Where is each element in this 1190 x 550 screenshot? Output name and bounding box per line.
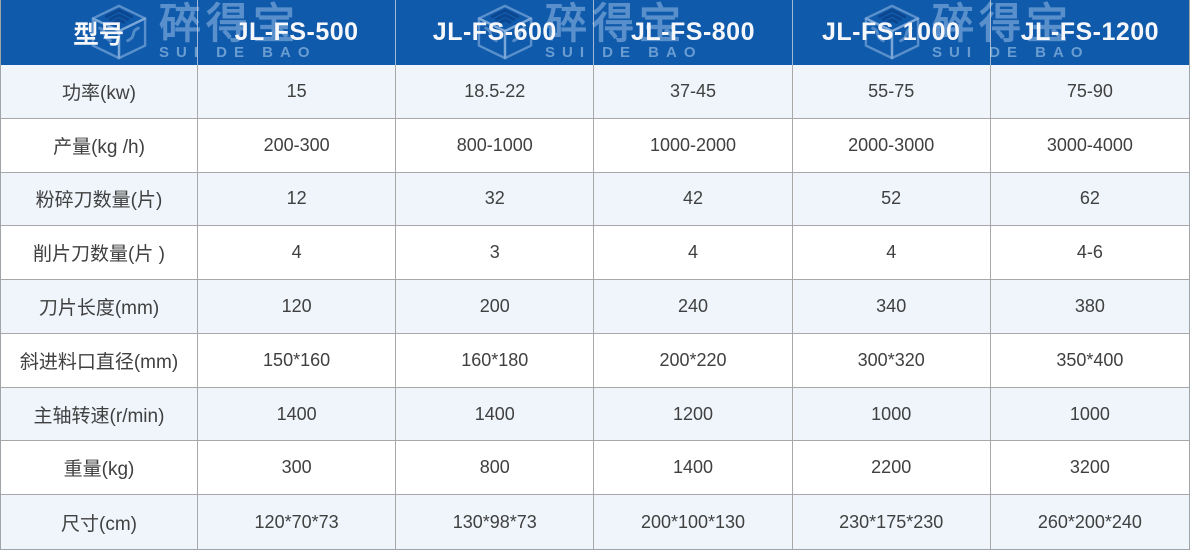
spec-value-cell: 4: [594, 226, 793, 281]
spec-value-cell: 200-300: [198, 118, 397, 173]
spec-value-cell: 3: [396, 226, 595, 281]
spec-value-cell: 3200: [990, 441, 1189, 496]
spec-value-cell: 120*70*73: [198, 495, 397, 549]
spec-value-cell: 1400: [198, 387, 397, 442]
spec-value-cell: 130*98*73: [396, 495, 595, 549]
spec-value-cell: 1000-2000: [594, 118, 793, 173]
brand-pinyin-watermark: SUI DE BAO: [159, 44, 317, 61]
spec-value-cell: 52: [792, 172, 991, 227]
spec-value-cell: 15: [198, 65, 397, 119]
spec-value-cell: 200*100*130: [594, 495, 793, 549]
spec-value-cell: 300*320: [792, 333, 991, 388]
spec-value-cell: 800-1000: [396, 118, 595, 173]
spec-value-cell: 32: [396, 172, 595, 227]
spec-value-cell: 4: [792, 226, 991, 281]
spec-value-cell: 4: [198, 226, 397, 281]
spec-value-cell: 380: [990, 280, 1189, 334]
spec-value-cell: 1400: [396, 387, 595, 442]
spec-value-cell: 800: [396, 441, 595, 496]
spec-value-cell: 75-90: [990, 65, 1189, 119]
spec-value-cell: 62: [990, 172, 1189, 227]
spec-value-cell: 240: [594, 280, 793, 334]
spec-value-cell: 340: [792, 280, 991, 334]
row-label-power: 功率(kw): [1, 65, 198, 119]
row-label-capacity: 产量(kg /h): [1, 118, 198, 173]
spec-value-cell: 200*220: [594, 333, 793, 388]
spec-value-cell: 350*400: [990, 333, 1189, 388]
row-label-chipping-blades: 削片刀数量(片 ): [1, 226, 198, 281]
spec-value-cell: 200: [396, 280, 595, 334]
column-header-jl-fs-500: JL-FS-500: [198, 0, 397, 65]
brand-watermark: 碎得宝 SUI DE BAO: [860, 1, 1090, 61]
spec-value-cell: 1000: [792, 387, 991, 442]
column-header-jl-fs-600: JL-FS-600: [396, 0, 595, 65]
brand-name-watermark: 碎得宝: [159, 0, 301, 47]
row-label-weight: 重量(kg): [1, 441, 198, 496]
spec-value-cell: 1400: [594, 441, 793, 496]
spec-value-cell: 260*200*240: [990, 495, 1189, 549]
spec-value-cell: 150*160: [198, 333, 397, 388]
row-label-blade-length: 刀片长度(mm): [1, 280, 198, 334]
brand-pinyin-watermark: SUI DE BAO: [545, 44, 703, 61]
spec-value-cell: 300: [198, 441, 397, 496]
cube-logo-icon: [477, 4, 533, 60]
spec-value-cell: 3000-4000: [990, 118, 1189, 173]
spec-value-cell: 230*175*230: [792, 495, 991, 549]
spec-value-cell: 1000: [990, 387, 1189, 442]
row-label-spindle-speed: 主轴转速(r/min): [1, 387, 198, 442]
brand-name-watermark: 碎得宝: [545, 0, 687, 47]
column-header-model-label: 型号: [1, 0, 198, 65]
table-header-band: 碎得宝 SUI DE BAO 碎得宝 SUI DE BAO: [1, 0, 1189, 65]
cube-logo-icon: [91, 4, 147, 60]
spec-value-cell: 37-45: [594, 65, 793, 119]
row-label-dimensions: 尺寸(cm): [1, 495, 198, 549]
spec-value-cell: 120: [198, 280, 397, 334]
spec-value-cell: 1200: [594, 387, 793, 442]
brand-watermark: 碎得宝 SUI DE BAO: [87, 1, 317, 61]
spec-value-cell: 2200: [792, 441, 991, 496]
row-label-inlet-diameter: 斜进料口直径(mm): [1, 333, 198, 388]
brand-pinyin-watermark: SUI DE BAO: [932, 44, 1090, 61]
cube-logo-icon: [864, 4, 920, 60]
brand-watermark: 碎得宝 SUI DE BAO: [473, 1, 703, 61]
column-header-jl-fs-1200: JL-FS-1200: [1020, 18, 1160, 46]
spec-value-cell: 4-6: [990, 226, 1189, 281]
brand-name-watermark: 碎得宝: [932, 0, 1074, 47]
spec-value-cell: 42: [594, 172, 793, 227]
spec-value-cell: 18.5-22: [396, 65, 595, 119]
column-header-jl-fs-800: JL-FS-800: [594, 0, 793, 65]
row-label-crushing-blades: 粉碎刀数量(片): [1, 172, 198, 227]
spec-value-cell: 12: [198, 172, 397, 227]
spec-value-cell: 55-75: [792, 65, 991, 119]
spec-value-cell: 2000-3000: [792, 118, 991, 173]
spec-value-cell: 160*180: [396, 333, 595, 388]
column-header-jl-fs-1000: JL-FS-1000: [793, 0, 991, 65]
